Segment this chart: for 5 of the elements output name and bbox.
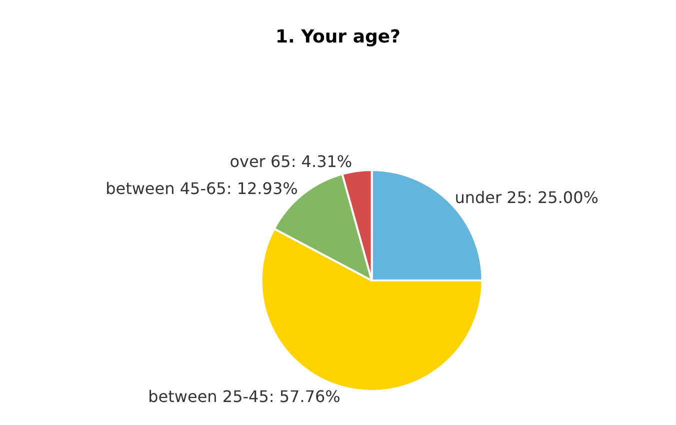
chart-title: 1. Your age? — [275, 26, 401, 48]
slice-label: between 25-45: 57.76% — [148, 387, 340, 406]
slice-label: between 45-65: 12.93% — [106, 179, 298, 198]
slice-label: over 65: 4.31% — [230, 152, 352, 172]
slice-label: under 25: 25.00% — [454, 188, 598, 208]
